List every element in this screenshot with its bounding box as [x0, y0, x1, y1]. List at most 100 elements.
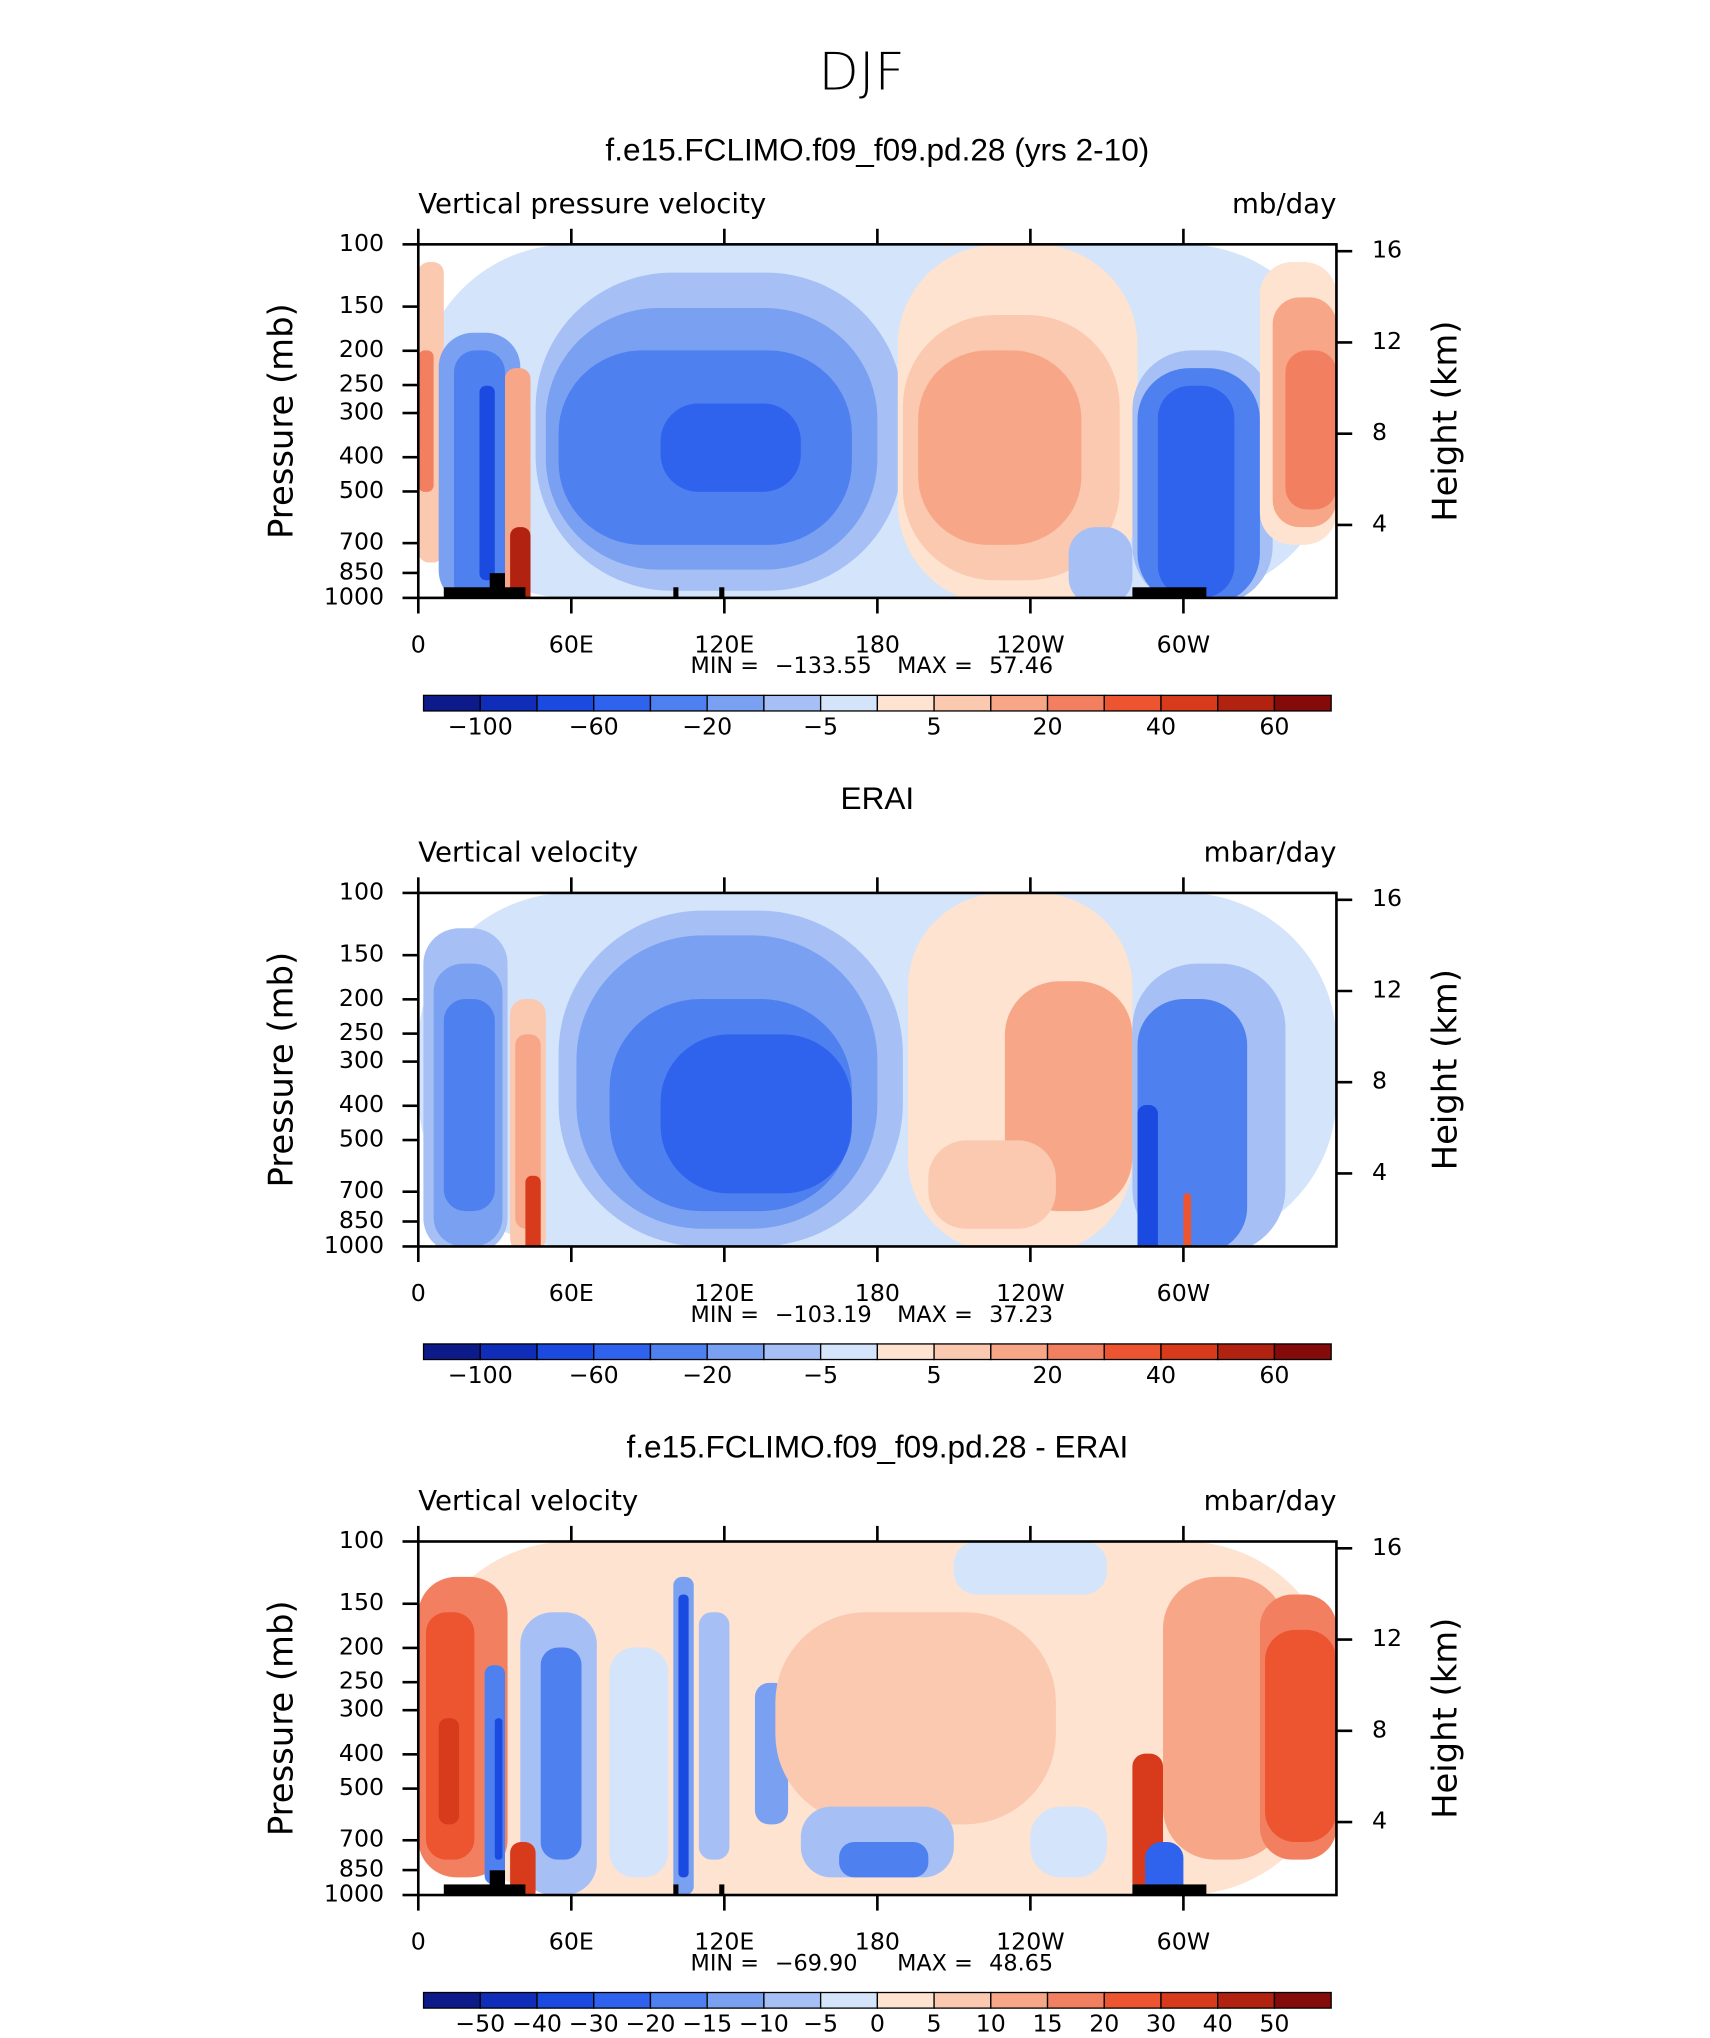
colorbar-box: [933, 1991, 992, 2009]
colorbar-box: [1217, 1991, 1276, 2009]
y-tick-label: 700: [339, 1825, 384, 1853]
y-tick-label: 400: [339, 442, 384, 470]
contour-region: [510, 1842, 536, 1896]
y-tick-label: 400: [339, 1090, 384, 1118]
min-label: MIN =: [691, 1950, 759, 1976]
colorbar-label: −5: [803, 712, 838, 740]
contour-region: [1183, 1193, 1192, 1247]
x-tick-label: 120W: [996, 631, 1065, 659]
y-tick-label: 300: [339, 1046, 384, 1074]
y2-axis-label: Height (km): [1425, 320, 1465, 521]
colorbar-box: [1103, 694, 1162, 712]
contour-region: [1163, 1576, 1286, 1860]
panel: f.e15.FCLIMO.f09_f09.pd.28 - ERAI Vertica…: [261, 1430, 1465, 2038]
colorbar-label: −20: [625, 2010, 675, 2038]
colorbar-label: −40: [512, 2010, 562, 2038]
max-label: MAX =: [897, 653, 973, 679]
contour-region: [698, 1612, 730, 1860]
colorbar-label: 40: [1146, 712, 1176, 740]
contour-region: [443, 998, 495, 1212]
y-tick-label: 700: [339, 528, 384, 556]
y2-tick-label: 8: [1372, 1715, 1387, 1743]
max-label: MAX =: [897, 1950, 973, 1976]
units-label: mb/day: [1232, 189, 1336, 220]
colorbar-label: 50: [1259, 2010, 1289, 2038]
colorbar-box: [706, 694, 765, 712]
contour-region: [510, 527, 531, 598]
colorbar-box: [819, 1991, 879, 2009]
colorbar-label: −60: [569, 1361, 619, 1389]
y2-tick-label: 12: [1372, 327, 1402, 355]
y-tick-label: 150: [339, 291, 384, 319]
colorbar-box: [819, 1343, 879, 1361]
y-tick-label: 250: [339, 1667, 384, 1695]
x-tick-label: 60W: [1157, 631, 1211, 659]
variable-label: Vertical pressure velocity: [418, 189, 766, 220]
y2-tick-label: 16: [1372, 1533, 1402, 1561]
x-tick-label: 180: [855, 631, 900, 659]
contour-region: [1265, 1629, 1337, 1842]
colorbar-label: 20: [1089, 2010, 1119, 2038]
contour-region: [1157, 385, 1235, 598]
colorbar-box: [876, 1343, 935, 1361]
colorbar-box: [819, 694, 879, 712]
contour-region: [1285, 350, 1337, 510]
y2-tick-label: 8: [1372, 418, 1387, 446]
max-value: 48.65: [989, 1950, 1053, 1976]
y-tick-label: 1000: [324, 1231, 384, 1259]
colorbar-box: [649, 1991, 708, 2009]
colorbar-label: 5: [927, 2010, 942, 2038]
colorbar-label: −100: [448, 712, 513, 740]
topography: [1132, 587, 1207, 598]
y2-tick-label: 4: [1372, 1158, 1387, 1186]
colorbar-label: −20: [682, 1361, 732, 1389]
contour-field: [418, 892, 1337, 1247]
contour-region: [479, 385, 495, 581]
colorbar-box: [1103, 1343, 1162, 1361]
y2-tick-label: 4: [1372, 1807, 1387, 1835]
colorbar-box: [1046, 1991, 1105, 2009]
x-tick-label: 0: [411, 1928, 426, 1956]
y-tick-label: 700: [339, 1176, 384, 1204]
colorbar-label: 60: [1259, 712, 1289, 740]
panel-title: f.e15.FCLIMO.f09_f09.pd.28 (yrs 2-10): [605, 132, 1149, 167]
colorbar-box: [536, 1343, 595, 1361]
x-tick-label: 180: [855, 1928, 900, 1956]
y-tick-label: 300: [339, 398, 384, 426]
contour-region: [494, 1718, 503, 1860]
min-label: MIN =: [691, 1302, 759, 1328]
y2-axis-label: Height (km): [1425, 1618, 1465, 1819]
colorbar-label: 5: [927, 1361, 942, 1389]
colorbar-box: [479, 694, 538, 712]
colorbar-box: [706, 1343, 765, 1361]
topography: [489, 1870, 506, 1896]
colorbar-box: [1273, 1343, 1332, 1361]
colorbar-box: [593, 694, 652, 712]
colorbar-label: −100: [448, 1361, 513, 1389]
x-tick-label: 120W: [996, 1928, 1065, 1956]
max-label: MAX =: [897, 1302, 973, 1328]
y-tick-label: 850: [339, 1206, 384, 1234]
y2-tick-label: 8: [1372, 1067, 1387, 1095]
panel-title: ERAI: [841, 781, 915, 816]
colorbar-box: [1046, 1343, 1105, 1361]
colorbar-box: [1160, 1991, 1219, 2009]
colorbar-label: −30: [569, 2010, 619, 2038]
colorbar-box: [1103, 1991, 1162, 2009]
x-tick-label: 60W: [1157, 1928, 1211, 1956]
y-tick-label: 1000: [324, 582, 384, 610]
y-tick-label: 250: [339, 1018, 384, 1046]
colorbar-box: [479, 1991, 538, 2009]
y-tick-label: 100: [339, 1526, 384, 1554]
colorbar-box: [933, 1343, 992, 1361]
x-tick-label: 120E: [694, 1928, 754, 1956]
topography: [719, 587, 725, 598]
variable-label: Vertical velocity: [418, 838, 638, 869]
topography: [489, 573, 506, 598]
colorbar-label: 40: [1203, 2010, 1233, 2038]
y-axis-label: Pressure (mb): [261, 1600, 301, 1836]
panel: f.e15.FCLIMO.f09_f09.pd.28 (yrs 2-10) Ver…: [261, 132, 1465, 740]
x-tick-label: 60E: [549, 631, 594, 659]
colorbar-box: [593, 1343, 652, 1361]
